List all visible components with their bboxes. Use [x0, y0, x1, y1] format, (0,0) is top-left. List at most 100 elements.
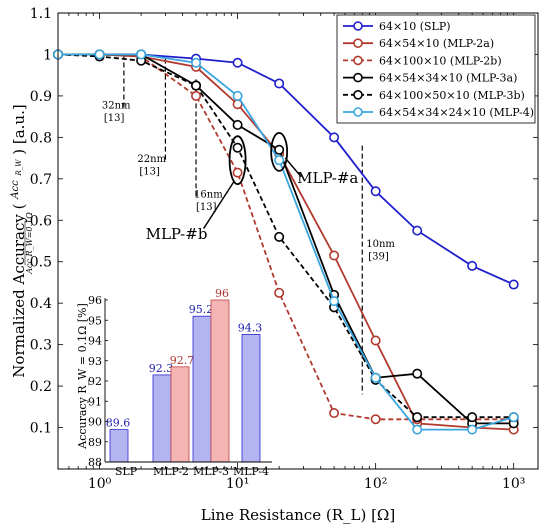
data-point [412, 412, 423, 423]
inset-bar-value: 89.6 [106, 417, 131, 430]
y-axis-title-main: Normalized Accuracy [10, 214, 28, 378]
data-point [329, 296, 340, 307]
data-point [329, 408, 340, 419]
legend-box [336, 14, 536, 124]
node-label: 10nm [366, 239, 395, 250]
inset-axes: 88 89 90 91 92 93 94 95 96 SLP MLP-2 MLP-3 MLP-4 [88, 294, 272, 478]
callouts: MLP-#a MLP-#b [146, 131, 358, 243]
node-label: 22nm [137, 154, 166, 165]
y-tick-label: 0.1 [30, 421, 52, 437]
data-point [191, 57, 202, 68]
node-ref: [13] [104, 113, 125, 124]
svg-text:Normalized Accuracy (: Normalized Accuracy ( Acc R_W ) [a.u.] [4, 104, 28, 377]
inset-y-axis-title: Accuracy R_W = 0.1Ω [%] [76, 303, 89, 449]
x-tick-label: 10³ [502, 476, 525, 492]
y-axis-title-denominator: Acc R_W=0.1Ω [25, 212, 34, 275]
data-point [329, 132, 340, 143]
inset-y-tick-label: 90 [88, 416, 102, 429]
callout-label: MLP-#b [146, 225, 208, 243]
data-point [232, 142, 243, 153]
data-point [370, 372, 381, 383]
data-point [232, 119, 243, 130]
data-point [370, 414, 381, 425]
legend-entry: 64×54×34×10 (MLP-3a) [379, 72, 517, 85]
inset-y-tick-label: 91 [88, 395, 102, 408]
legend-entry: 64×54×10 (MLP-2a) [379, 37, 494, 50]
data-point [329, 250, 340, 261]
data-point [274, 144, 285, 155]
data-point [274, 231, 285, 242]
y-tick-label: 0.9 [30, 89, 52, 105]
data-point [467, 424, 478, 435]
x-tick-label: 10⁰ [88, 476, 112, 492]
inset-bar [192, 315, 212, 463]
inset-bar [241, 334, 261, 463]
plot-frame [57, 12, 539, 470]
data-point [232, 57, 243, 68]
legend-swatch-marker [353, 55, 363, 66]
y-tick-label: 1.1 [30, 6, 52, 22]
inset-y-tick-label: 88 [88, 456, 102, 469]
inset-bar-value: 94.3 [238, 321, 263, 334]
legend-entry: 64×100×10 (MLP-2b) [379, 54, 502, 67]
inset-y-tick-label: 95 [88, 314, 102, 327]
data-point [274, 287, 285, 298]
legend: 64×10 (SLP) 64×54×10 (MLP-2a) 64×100×10 (M… [336, 14, 536, 124]
inset-category-label: MLP-2 [153, 465, 189, 478]
x-tick-label: 10² [364, 476, 387, 492]
inset-y-tick-label: 89 [88, 436, 102, 449]
inset-bar-value: 96 [215, 287, 229, 300]
inset-category-label: MLP-4 [233, 465, 269, 478]
legend-swatch-marker [353, 38, 363, 49]
y-tick-label: 0.4 [30, 296, 52, 312]
inset-bar [170, 366, 190, 463]
inset-category-label: SLP [115, 465, 138, 478]
technology-node-annotations: 32nm [13] 22nm [13] 16nm [13] 10nm [39] [102, 54, 395, 395]
inset-bar [210, 299, 230, 463]
data-point [191, 80, 202, 91]
y-tick-label: 1 [43, 47, 52, 63]
y-tick-label: 0.2 [30, 379, 52, 395]
x-axis-title: Line Resistance (R_L) [Ω] [201, 506, 395, 524]
y-axis-title-close: ) [10, 149, 28, 155]
y-tick-label: 0.7 [30, 172, 52, 188]
inset-bar-value: 95.2 [189, 303, 214, 316]
data-point [467, 260, 478, 271]
inset-bar-value: 92.3 [149, 362, 174, 375]
legend-swatch-marker [353, 107, 363, 117]
node-label: 16nm [194, 189, 223, 200]
y-axis-title-acc-rw-sub: R_W [15, 159, 23, 177]
y-tick-label: 0.3 [30, 338, 52, 354]
legend-entry: 64×10 (SLP) [379, 20, 451, 33]
y-tick-label: 0.8 [30, 130, 52, 146]
callout-arrow [203, 181, 235, 229]
y-tick-label: 0.6 [30, 213, 52, 229]
legend-swatch-marker [353, 21, 363, 31]
inset-bar [109, 429, 129, 463]
inset-y-tick-label: 96 [88, 294, 102, 307]
tick-labels: 0.1 0.2 0.3 0.4 0.5 0.6 0.7 0.8 0.9 1 1.1 10⁰ 10¹ 10²… [30, 6, 526, 492]
data-point [412, 424, 423, 435]
inset-bar-value: 92.7 [170, 354, 195, 367]
legend-swatch-marker [353, 72, 363, 83]
inset-y-tick-label: 92 [88, 375, 102, 388]
data-point [467, 412, 478, 423]
x-tick-label: 10¹ [226, 476, 249, 492]
callout-arrow [284, 157, 302, 178]
series [52, 49, 519, 435]
legend-entry: 64×54×34×24×10 (MLP-4) [379, 106, 534, 119]
node-ref: [39] [368, 252, 389, 263]
callout-label: MLP-#a [297, 169, 358, 187]
node-ref: [13] [196, 202, 217, 213]
inset-y-tick-label: 93 [88, 355, 102, 368]
inset-category-label: MLP-3 [193, 465, 229, 478]
data-point [191, 90, 202, 101]
data-point [508, 279, 519, 290]
callout-ellipse [270, 131, 289, 172]
series-lines [52, 49, 519, 435]
node-ref: [13] [139, 167, 160, 178]
data-point [94, 49, 105, 60]
node-label: 32nm [102, 100, 131, 111]
data-point [370, 186, 381, 197]
